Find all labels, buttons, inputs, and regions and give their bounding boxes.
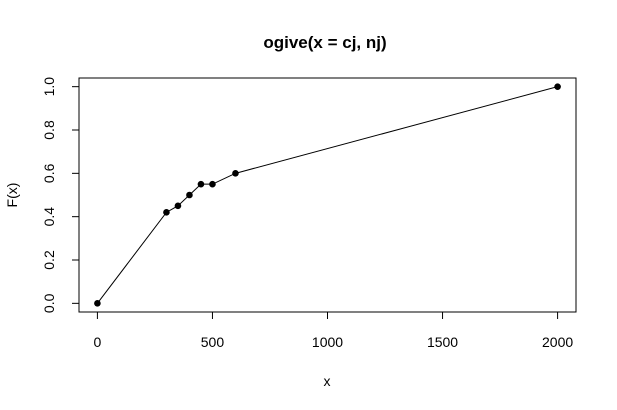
- x-axis: 0 500 1000 1500 2000: [94, 311, 573, 350]
- plot-frame: [78, 77, 577, 313]
- x-tick-label: 1000: [312, 334, 343, 350]
- series-line: [97, 86, 558, 304]
- x-tick-label: 500: [201, 334, 225, 350]
- data-point: [209, 180, 216, 188]
- data-point: [232, 170, 239, 177]
- data-point: [186, 191, 193, 199]
- y-tick-label: 1.0: [41, 77, 57, 97]
- x-axis-title: x: [324, 373, 331, 389]
- y-tick-label: 0.4: [41, 207, 57, 227]
- y-axis-title: F(x): [4, 183, 20, 208]
- chart-title: ogive(x = cj, nj): [263, 33, 386, 52]
- data-point: [94, 300, 101, 307]
- y-tick-label: 0.0: [41, 293, 57, 313]
- y-tick-label: 0.6: [41, 163, 57, 183]
- series-ogive: [94, 83, 561, 307]
- x-tick-label: 2000: [542, 334, 573, 350]
- y-axis: 0.0 0.2 0.4 0.6 0.8 1.0: [41, 77, 80, 313]
- data-point: [163, 209, 170, 216]
- y-tick-label: 0.8: [41, 120, 57, 140]
- data-point: [554, 83, 561, 90]
- y-tick-label: 0.2: [41, 250, 57, 270]
- x-tick-label: 0: [94, 334, 102, 350]
- data-point: [197, 180, 205, 188]
- x-tick-label: 1500: [427, 334, 458, 350]
- data-point: [174, 202, 182, 210]
